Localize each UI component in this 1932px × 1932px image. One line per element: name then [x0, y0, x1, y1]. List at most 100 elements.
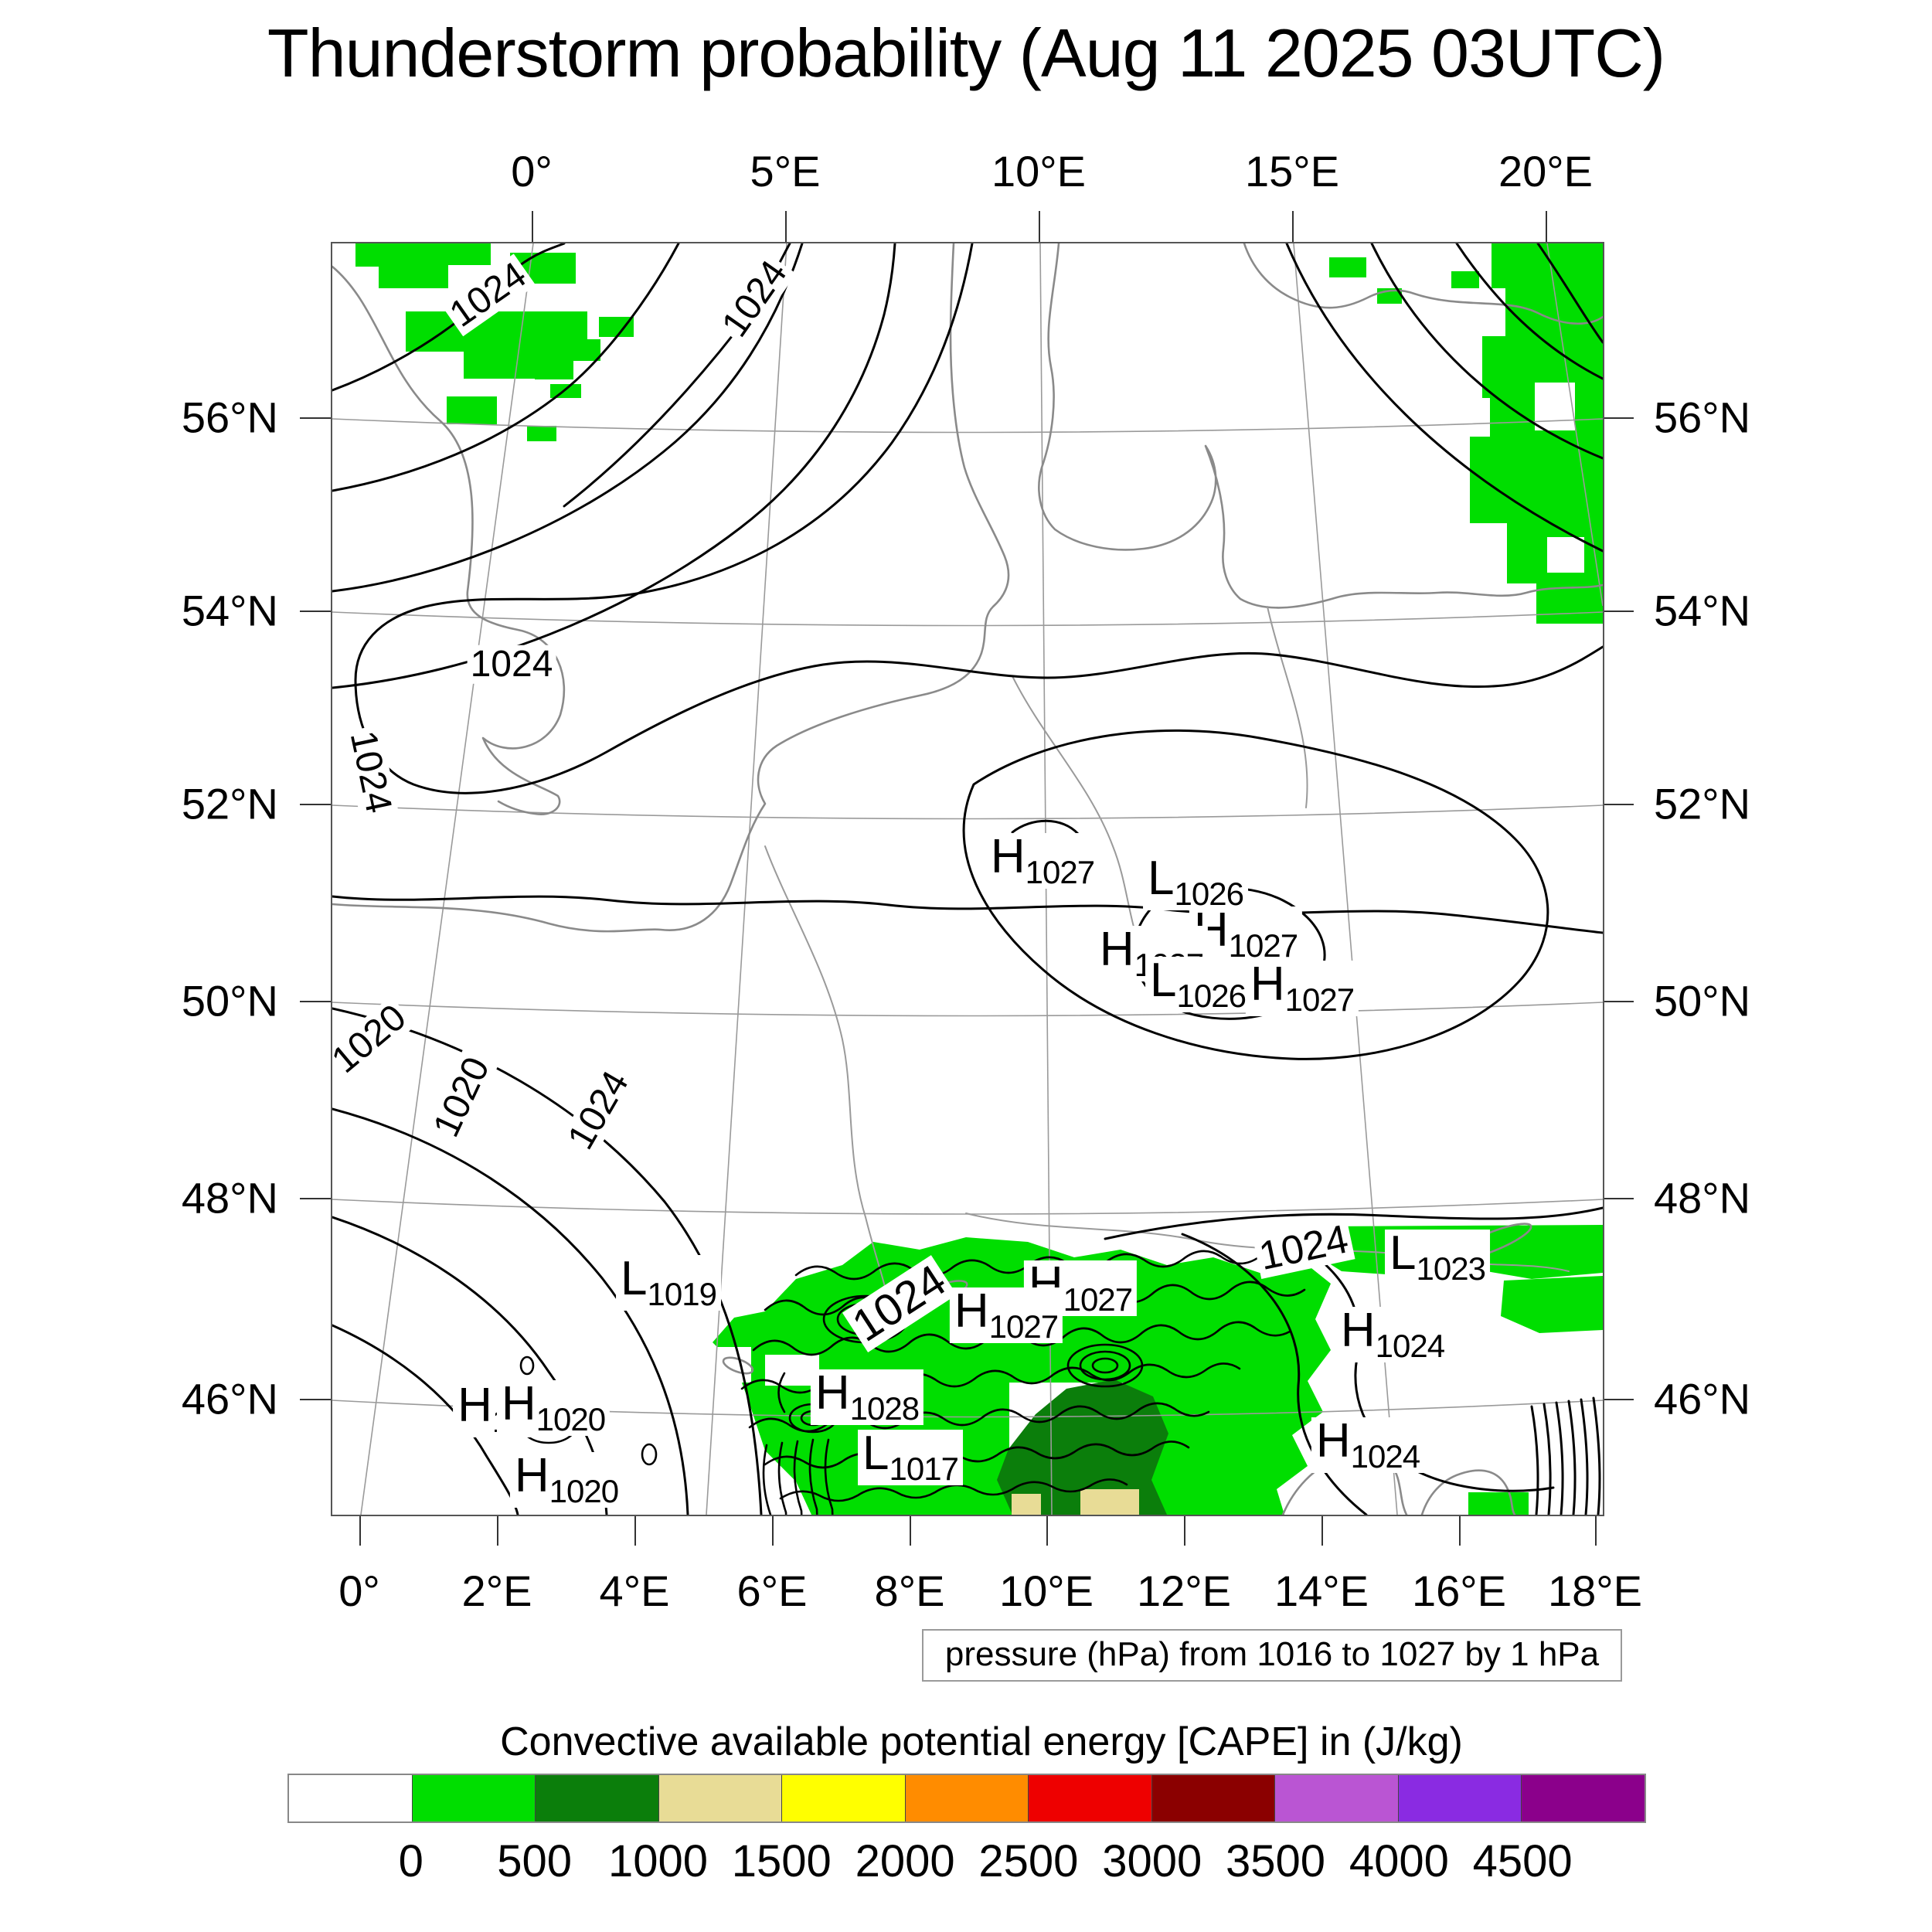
pressure-center-l1026: L1026	[1143, 855, 1248, 910]
pressure-center-value: 1020	[536, 1401, 606, 1437]
left-axis-tick	[300, 1001, 331, 1002]
right-axis-tick	[1603, 804, 1634, 805]
pressure-center-value: 1026	[1174, 876, 1244, 912]
top-axis-tick	[1039, 211, 1040, 242]
colorbar-tick-label: 4500	[1472, 1836, 1573, 1886]
bottom-axis-tick	[772, 1515, 774, 1546]
pressure-center-value: 1020	[549, 1473, 619, 1509]
pressure-center-letter: L	[1389, 1226, 1417, 1280]
pressure-center-h1027: H1027	[1245, 961, 1359, 1018]
colorbar-cell-1	[411, 1775, 536, 1821]
pressure-center-value: 1024	[1350, 1438, 1420, 1475]
bottom-axis-label: 6°E	[736, 1566, 808, 1615]
pressure-center-value: 1017	[889, 1451, 959, 1487]
top-axis-tick	[1292, 211, 1294, 242]
colorbar-cell-5	[904, 1775, 1029, 1821]
left-axis-label: 50°N	[181, 976, 278, 1026]
right-axis-tick	[1603, 1198, 1634, 1199]
top-axis-label: 10°E	[991, 147, 1087, 196]
pressure-center-value: 1023	[1416, 1250, 1486, 1287]
pressure-center-value: 1019	[647, 1276, 717, 1312]
bottom-axis-tick	[1184, 1515, 1185, 1546]
contour-label: 1024	[467, 645, 556, 685]
bottom-axis-tick	[359, 1515, 361, 1546]
colorbar-cell-6	[1028, 1775, 1151, 1821]
bottom-axis-tick	[497, 1515, 498, 1546]
right-axis-tick	[1603, 1399, 1634, 1400]
top-axis-tick	[1546, 211, 1547, 242]
bottom-axis-tick	[634, 1515, 636, 1546]
right-axis-label: 46°N	[1654, 1374, 1751, 1423]
cape-shading-khaki	[1012, 1489, 1139, 1515]
pressure-center-value: 1027	[1025, 854, 1095, 890]
pressure-center-value: 1027	[1228, 927, 1298, 964]
colorbar-tick-label: 3000	[1102, 1836, 1202, 1886]
pressure-center-letter: H	[1250, 957, 1285, 1011]
pressure-center-value: 1024	[1375, 1328, 1445, 1364]
colorbar-cell-7	[1151, 1775, 1275, 1821]
pressure-center-letter: H	[990, 830, 1026, 883]
colorbar-cell-10	[1521, 1775, 1645, 1821]
right-axis-tick	[1603, 417, 1634, 419]
left-axis-label: 54°N	[181, 586, 278, 635]
rivers	[764, 606, 1570, 1287]
pressure-center-letter: H	[514, 1449, 549, 1502]
page-title: Thunderstorm probability (Aug 11 2025 03…	[267, 15, 1665, 91]
top-axis-label: 0°	[511, 147, 553, 196]
bottom-axis-label: 0°	[338, 1566, 380, 1615]
bottom-axis-tick	[1595, 1515, 1597, 1546]
bottom-axis-tick	[1046, 1515, 1048, 1546]
left-axis-label: 56°N	[181, 393, 278, 442]
pressure-center-letter: L	[621, 1252, 648, 1305]
pressure-center-letter: L	[1150, 954, 1177, 1007]
pressure-center-letter: L	[862, 1427, 889, 1480]
right-axis-label: 54°N	[1654, 586, 1751, 635]
colorbar-tick-label: 3500	[1226, 1836, 1326, 1886]
pressure-center-value: 1027	[1284, 981, 1355, 1018]
map-area: H1027L1026H1027H1027L1026H1027L1019H1027…	[331, 242, 1604, 1516]
top-axis-tick	[532, 211, 533, 242]
colorbar-tick-label: 0	[398, 1836, 423, 1886]
right-axis-tick	[1603, 611, 1634, 612]
right-axis-label: 50°N	[1654, 976, 1751, 1026]
bottom-axis-label: 8°E	[874, 1566, 945, 1615]
pressure-center-value: 1026	[1176, 978, 1247, 1014]
pressure-center-value: 1027	[1063, 1281, 1133, 1318]
colorbar-cell-9	[1397, 1775, 1522, 1821]
left-axis-tick	[300, 1198, 331, 1199]
left-axis-label: 46°N	[181, 1374, 278, 1423]
pressure-center-letter: H	[1315, 1414, 1351, 1468]
pressure-center-h1027: H1027	[985, 830, 1100, 890]
bottom-axis-label: 14°E	[1274, 1566, 1369, 1615]
colorbar-cell-8	[1274, 1775, 1398, 1821]
colorbar	[287, 1774, 1646, 1823]
pressure-center-h1020: H1020	[496, 1380, 611, 1437]
colorbar-tick-label: 1500	[731, 1836, 832, 1886]
pressure-center-letter: H	[1099, 923, 1134, 976]
pressure-center-l1026: L1026	[1145, 957, 1250, 1012]
left-axis-tick	[300, 804, 331, 805]
left-axis-tick	[300, 417, 331, 419]
pressure-center-l1019: L1019	[616, 1255, 721, 1311]
right-axis-label: 56°N	[1654, 393, 1751, 442]
left-axis-tick	[300, 1399, 331, 1400]
bottom-axis-tick	[1459, 1515, 1461, 1546]
right-axis-label: 48°N	[1654, 1173, 1751, 1223]
pressure-center-letter: L	[1148, 852, 1175, 905]
pressure-center-h1027: H1027	[949, 1287, 1063, 1345]
pressure-center-value: 1027	[988, 1308, 1059, 1345]
pressure-center-h1020: H1020	[509, 1449, 624, 1509]
bottom-axis-label: 16°E	[1411, 1566, 1507, 1615]
bottom-axis-label: 18°E	[1547, 1566, 1643, 1615]
colorbar-tick-label: 2500	[978, 1836, 1079, 1886]
right-axis-label: 52°N	[1654, 779, 1751, 828]
top-axis-tick	[785, 211, 787, 242]
pressure-center-l1017: L1017	[858, 1430, 963, 1485]
bottom-axis-tick	[910, 1515, 911, 1546]
pressure-center-h1024: H1024	[1335, 1307, 1450, 1364]
right-axis-tick	[1603, 1001, 1634, 1002]
graticule-lines	[332, 243, 1603, 1515]
colorbar-cell-3	[658, 1775, 782, 1821]
colorbar-cell-2	[535, 1775, 658, 1821]
